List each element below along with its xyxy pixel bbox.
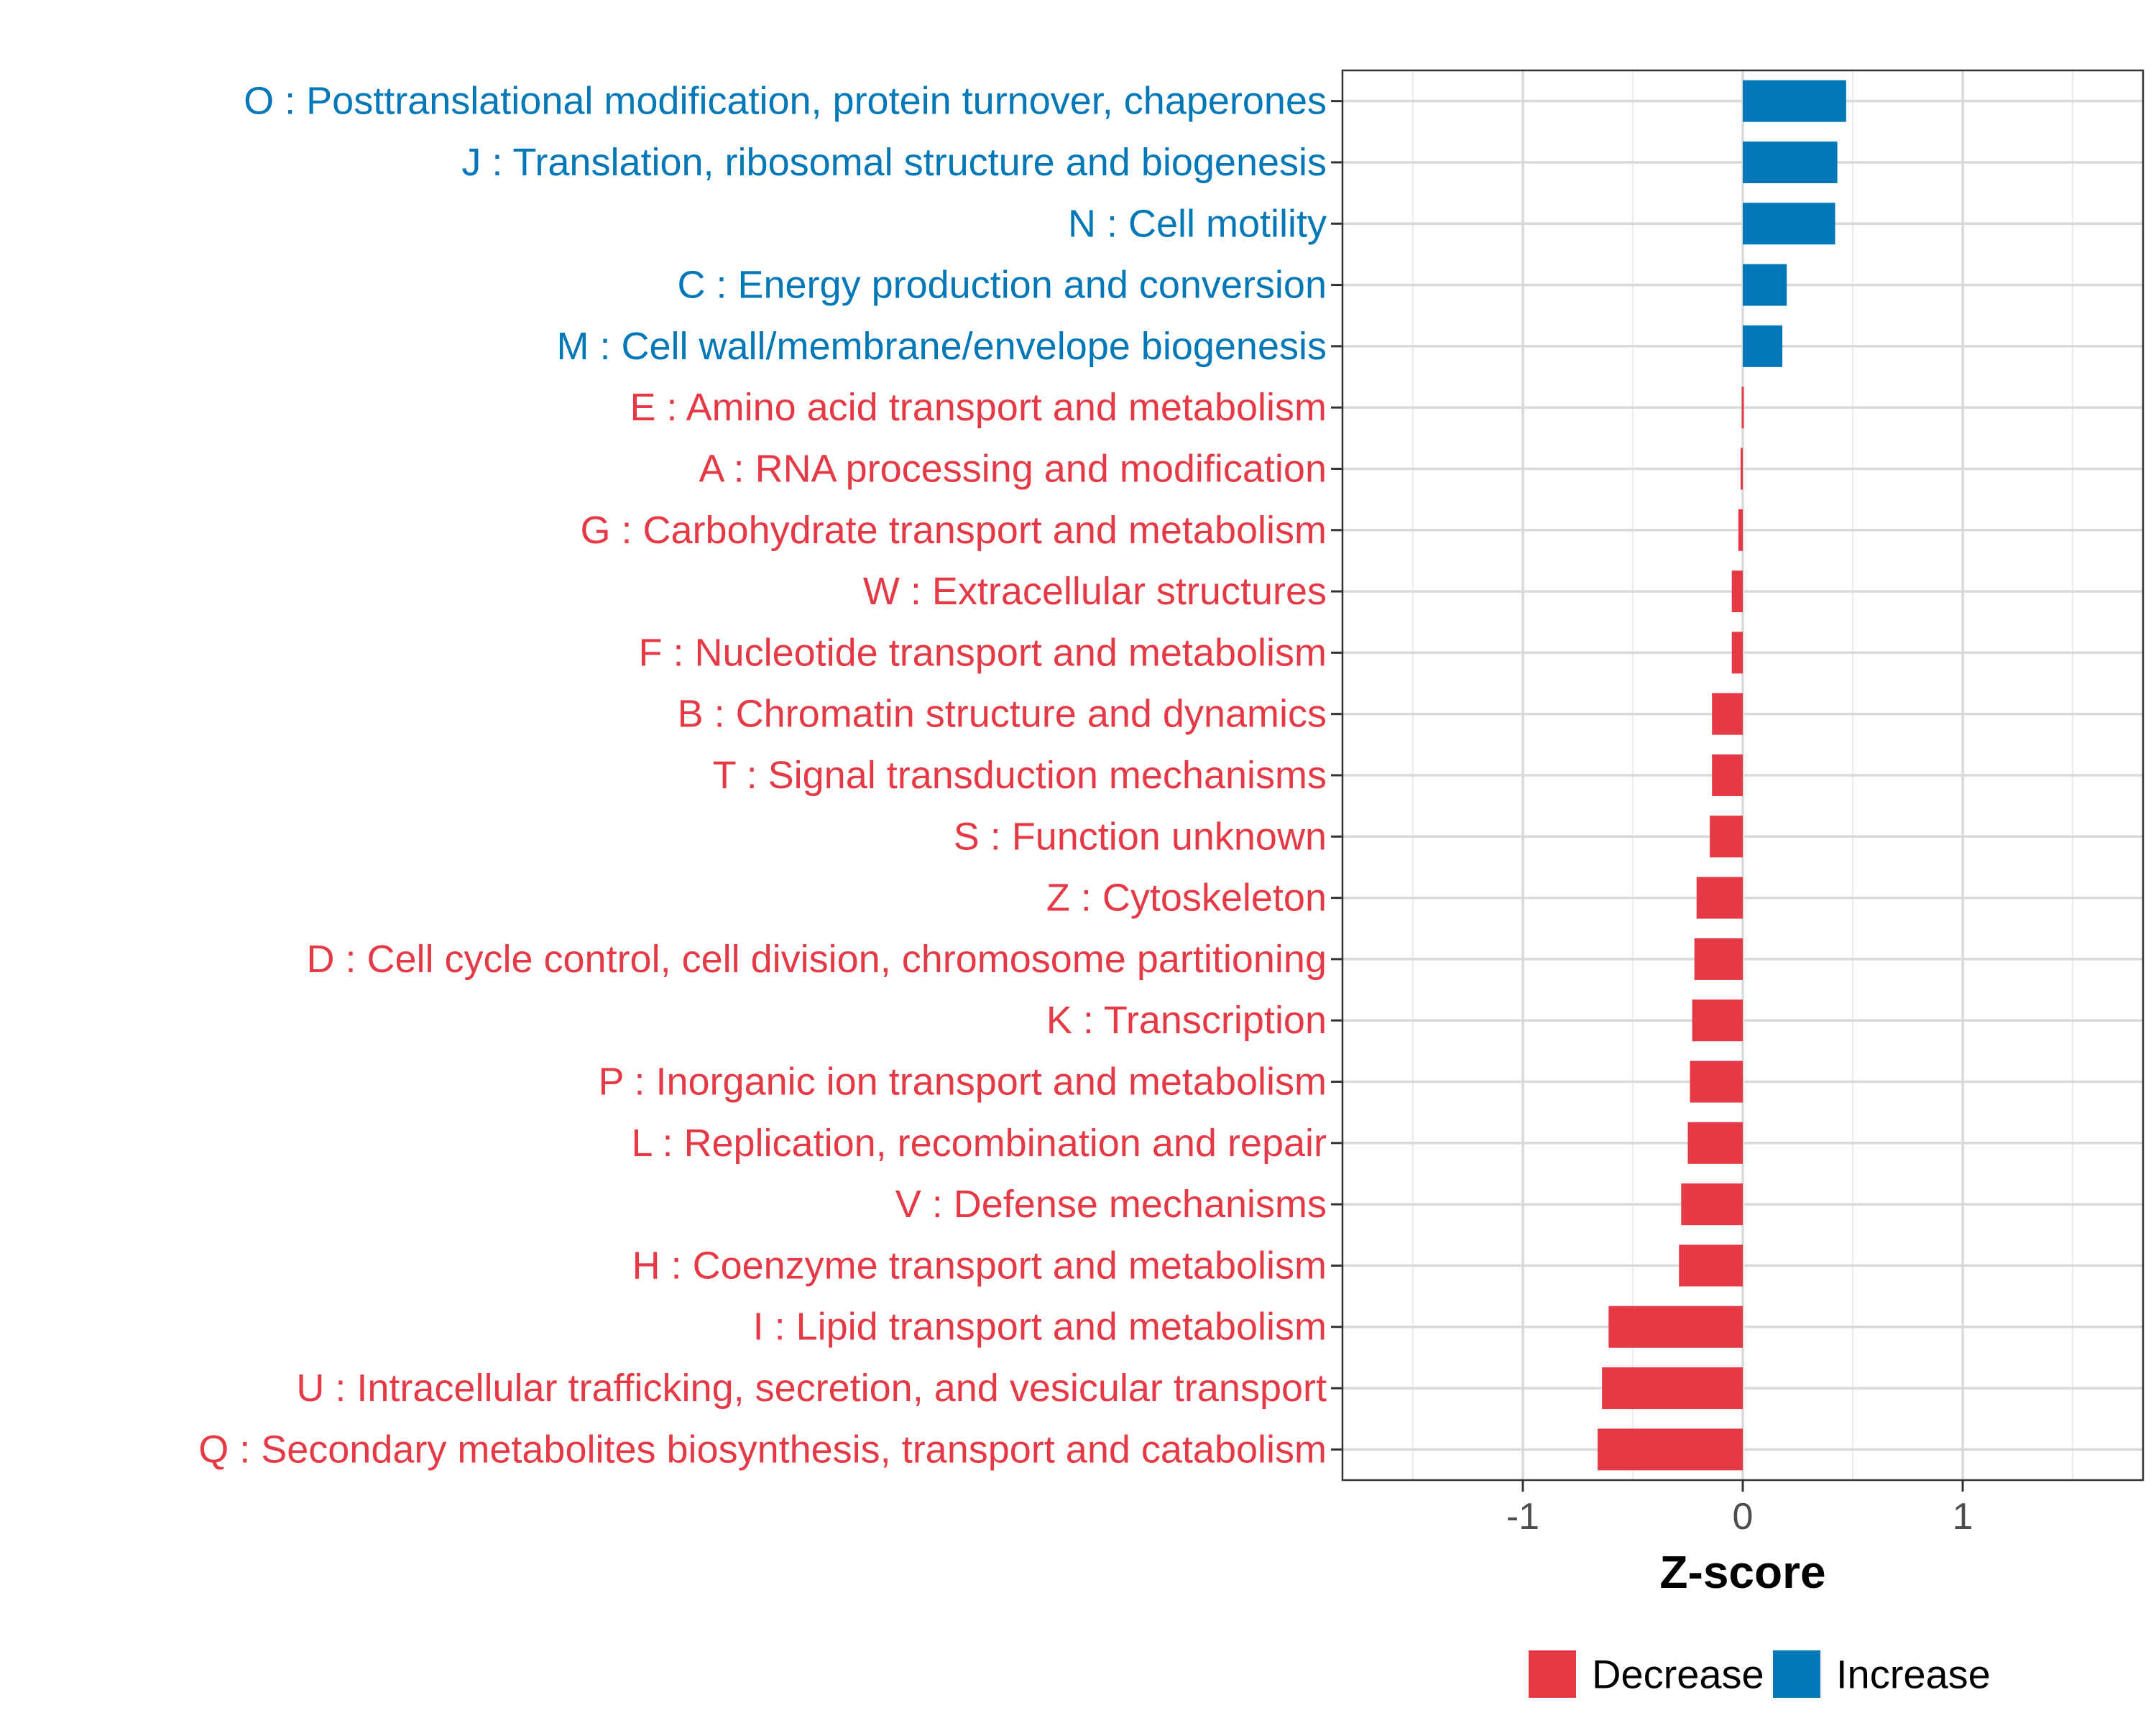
- y-category-label: N : Cell motility: [1068, 202, 1327, 245]
- y-category-label: U : Intracellular trafficking, secretion…: [296, 1367, 1327, 1410]
- y-category-label: E : Amino acid transport and metabolism: [630, 386, 1327, 429]
- y-category-label: J : Translation, ribosomal structure and…: [461, 141, 1327, 184]
- bar: [1738, 509, 1743, 551]
- bar: [1598, 1428, 1743, 1471]
- bar: [1712, 754, 1743, 797]
- bar: [1681, 1183, 1743, 1226]
- bar: [1696, 877, 1743, 919]
- bar: [1740, 448, 1743, 490]
- legend-key: [1773, 1650, 1820, 1698]
- y-category-label: B : Chromatin structure and dynamics: [678, 693, 1327, 736]
- x-axis-ticks: -1 0 1: [1506, 1480, 1973, 1538]
- x-tick-label: 0: [1733, 1496, 1754, 1538]
- bar: [1712, 693, 1743, 735]
- bars: [1598, 80, 1846, 1471]
- x-tick-label: -1: [1506, 1496, 1539, 1538]
- bar: [1743, 264, 1787, 306]
- y-axis-category-labels: O : Posttranslational modification, prot…: [198, 80, 1327, 1471]
- bar: [1690, 1061, 1743, 1103]
- bar: [1694, 938, 1743, 980]
- y-category-label: F : Nucleotide transport and metabolism: [639, 631, 1327, 674]
- bar: [1743, 141, 1838, 183]
- y-category-label: G : Carbohydrate transport and metabolis…: [581, 509, 1327, 552]
- y-category-label: P : Inorganic ion transport and metaboli…: [598, 1061, 1327, 1104]
- y-category-label: H : Coenzyme transport and metabolism: [632, 1244, 1327, 1287]
- bar: [1743, 325, 1783, 367]
- y-category-label: M : Cell wall/membrane/envelope biogenes…: [556, 325, 1327, 368]
- legend: Decrease Increase: [1529, 1650, 1991, 1698]
- y-category-label: Q : Secondary metabolites biosynthesis, …: [198, 1428, 1327, 1471]
- x-tick-label: 1: [1953, 1496, 1973, 1538]
- y-category-label: W : Extracellular structures: [863, 570, 1327, 613]
- y-category-label: K : Transcription: [1046, 999, 1327, 1042]
- y-category-label: L : Replication, recombination and repai…: [631, 1122, 1327, 1165]
- y-category-label: V : Defense mechanisms: [895, 1183, 1327, 1226]
- y-category-label: T : Signal transduction mechanisms: [713, 754, 1327, 797]
- bar: [1731, 632, 1743, 674]
- bar: [1731, 570, 1743, 613]
- y-category-label: I : Lipid transport and metabolism: [753, 1306, 1327, 1349]
- bar: [1687, 1122, 1743, 1164]
- bar: [1710, 816, 1743, 858]
- bar: [1741, 387, 1744, 429]
- y-category-label: Z : Cytoskeleton: [1046, 877, 1327, 920]
- legend-label: Decrease: [1592, 1652, 1764, 1697]
- bar: [1608, 1306, 1743, 1348]
- y-category-label: D : Cell cycle control, cell division, c…: [306, 938, 1327, 981]
- y-category-label: S : Function unknown: [954, 815, 1327, 858]
- legend-key: [1529, 1650, 1576, 1698]
- bar: [1743, 80, 1846, 122]
- y-axis-ticks: [1331, 100, 1342, 1451]
- x-axis-title: Z-score: [1659, 1546, 1825, 1598]
- y-category-label: O : Posttranslational modification, prot…: [244, 80, 1327, 123]
- bar: [1692, 999, 1743, 1042]
- y-category-label: C : Energy production and conversion: [677, 264, 1327, 307]
- bar: [1679, 1244, 1743, 1287]
- y-category-label: A : RNA processing and modification: [699, 447, 1327, 490]
- bar: [1602, 1367, 1743, 1410]
- legend-label: Increase: [1836, 1652, 1991, 1697]
- bar: [1743, 203, 1835, 245]
